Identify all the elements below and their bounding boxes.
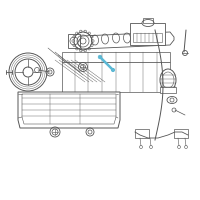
Ellipse shape — [160, 69, 176, 91]
Circle shape — [98, 55, 102, 59]
Polygon shape — [62, 52, 170, 62]
Bar — [133, 33, 162, 42]
Bar — [68, 34, 80, 48]
Polygon shape — [78, 32, 174, 49]
Bar — [160, 87, 176, 93]
Bar — [143, 18, 153, 23]
Ellipse shape — [142, 20, 154, 26]
Polygon shape — [62, 62, 170, 92]
Ellipse shape — [167, 97, 177, 104]
Bar — [174, 129, 188, 138]
Bar — [135, 129, 149, 138]
Circle shape — [112, 68, 114, 72]
Polygon shape — [18, 92, 120, 128]
Bar — [130, 23, 165, 45]
Polygon shape — [22, 94, 116, 124]
